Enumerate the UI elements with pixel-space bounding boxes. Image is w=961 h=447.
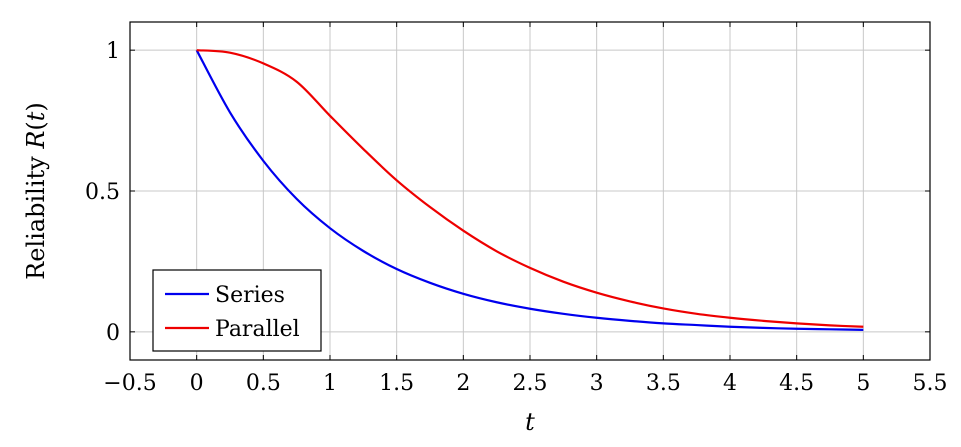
y-axis-label: Reliability R(t)	[22, 102, 50, 280]
y-tick-label: 0	[106, 321, 120, 346]
x-tick-label: 4	[723, 371, 737, 396]
legend-label-parallel: Parallel	[215, 317, 300, 342]
x-tick-label: 5	[856, 371, 870, 396]
legend-box	[152, 269, 322, 352]
legend-label-series: Series	[215, 283, 285, 308]
x-tick-label: 4.5	[779, 371, 814, 396]
x-tick-label: 2.5	[513, 371, 548, 396]
x-tick-label: 3.5	[646, 371, 681, 396]
series-lines	[195, 49, 864, 331]
x-tick-label: 5.5	[913, 371, 948, 396]
x-tick-label: 1.5	[379, 371, 414, 396]
x-tick-label: 1	[323, 371, 337, 396]
axis-ticks	[129, 22, 931, 360]
series-line-parallel	[196, 49, 864, 328]
x-tick-label: −0.5	[103, 371, 156, 396]
x-tick-label: 2	[456, 371, 470, 396]
x-tick-labels: −0.5 0 0.5 1 1.5 2 2.5 3 3.5 4 4.5 5 5.5	[103, 371, 947, 396]
legend: Series Parallel	[152, 269, 322, 352]
x-tick-label: 0	[190, 371, 204, 396]
y-tick-label: 1	[106, 39, 120, 64]
x-tick-label: 0.5	[246, 371, 281, 396]
y-tick-labels: 00.51	[85, 39, 120, 346]
x-axis-label: t	[525, 408, 535, 436]
y-tick-label: 0.5	[85, 180, 120, 205]
series-line-series	[195, 49, 864, 331]
x-tick-label: 3	[590, 371, 604, 396]
